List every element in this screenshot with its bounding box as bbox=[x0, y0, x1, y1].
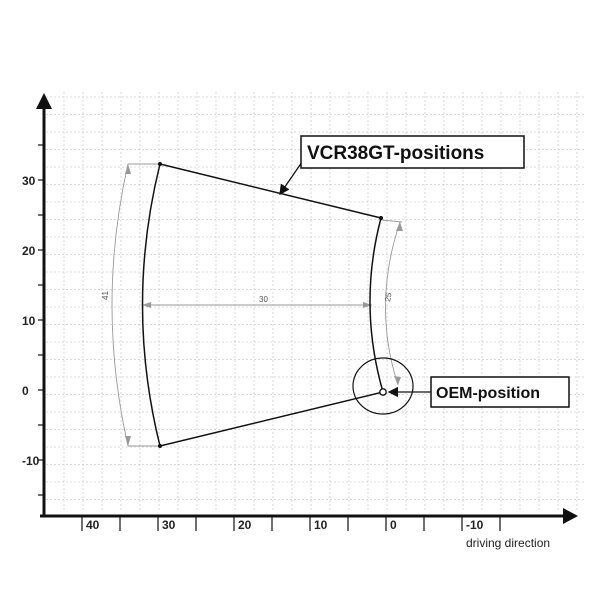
corner-top-right bbox=[379, 216, 383, 220]
range-callout-label: VCR38GT-positions bbox=[307, 143, 484, 164]
range-callout-leader bbox=[279, 161, 303, 196]
right-arc-arrow-bottom bbox=[394, 376, 401, 385]
y-tick-label: 30 bbox=[22, 174, 36, 188]
x-tick-label: 10 bbox=[314, 518, 328, 532]
origin-callout-label: OEM-position bbox=[436, 385, 540, 402]
x-tick-label: 0 bbox=[390, 518, 397, 532]
right-arc-dimension bbox=[385, 221, 401, 386]
x-axis-arrowhead bbox=[563, 508, 578, 524]
left-arc-arrow-bottom bbox=[125, 436, 131, 446]
left-arc-arrow-top bbox=[125, 164, 131, 174]
y-axis-arrowhead bbox=[36, 93, 52, 109]
right-arc-arrow-top bbox=[396, 222, 403, 231]
y-tick-label: -10 bbox=[22, 454, 40, 468]
area-left-arc bbox=[141, 163, 161, 447]
width-dimension-label: 30 bbox=[259, 295, 268, 304]
y-tick-label: 0 bbox=[22, 384, 29, 398]
area-top-edge bbox=[159, 163, 382, 219]
dimension-arrows bbox=[125, 164, 403, 446]
area-bottom-edge bbox=[159, 391, 384, 447]
width-arrow-left bbox=[142, 302, 151, 308]
grid bbox=[46, 92, 584, 512]
dimension-lines bbox=[111, 163, 403, 447]
width-arrow-right bbox=[363, 302, 372, 308]
right-arc-dimension-label: 25 bbox=[383, 291, 394, 302]
y-tick-label: 20 bbox=[22, 244, 36, 258]
y-ticks: 30 20 10 0 -10 bbox=[22, 144, 44, 496]
origin-callout-box bbox=[430, 376, 570, 408]
x-tick-label: -10 bbox=[466, 518, 484, 532]
range-callout-box bbox=[300, 135, 525, 169]
positions-area bbox=[141, 163, 384, 447]
x-ticks: 40 30 20 10 0 -10 bbox=[81, 516, 501, 532]
left-arc-dimension-label: 41 bbox=[101, 291, 110, 300]
y-tick-label: 10 bbox=[22, 314, 36, 328]
x-tick-label: 20 bbox=[238, 518, 252, 532]
oem-position-circle bbox=[352, 357, 414, 415]
area-right-arc bbox=[369, 217, 384, 393]
x-axis-caption: driving direction bbox=[466, 536, 550, 550]
axes bbox=[40, 103, 566, 518]
x-tick-label: 30 bbox=[162, 518, 176, 532]
area-corner-points bbox=[158, 162, 383, 448]
corner-bottom-left bbox=[158, 444, 162, 448]
right-arc-extension-top bbox=[380, 219, 403, 223]
left-arc-dimension bbox=[111, 163, 129, 447]
x-tick-label: 40 bbox=[86, 518, 100, 532]
corner-top-left bbox=[158, 162, 162, 166]
oem-position-point bbox=[379, 388, 387, 396]
